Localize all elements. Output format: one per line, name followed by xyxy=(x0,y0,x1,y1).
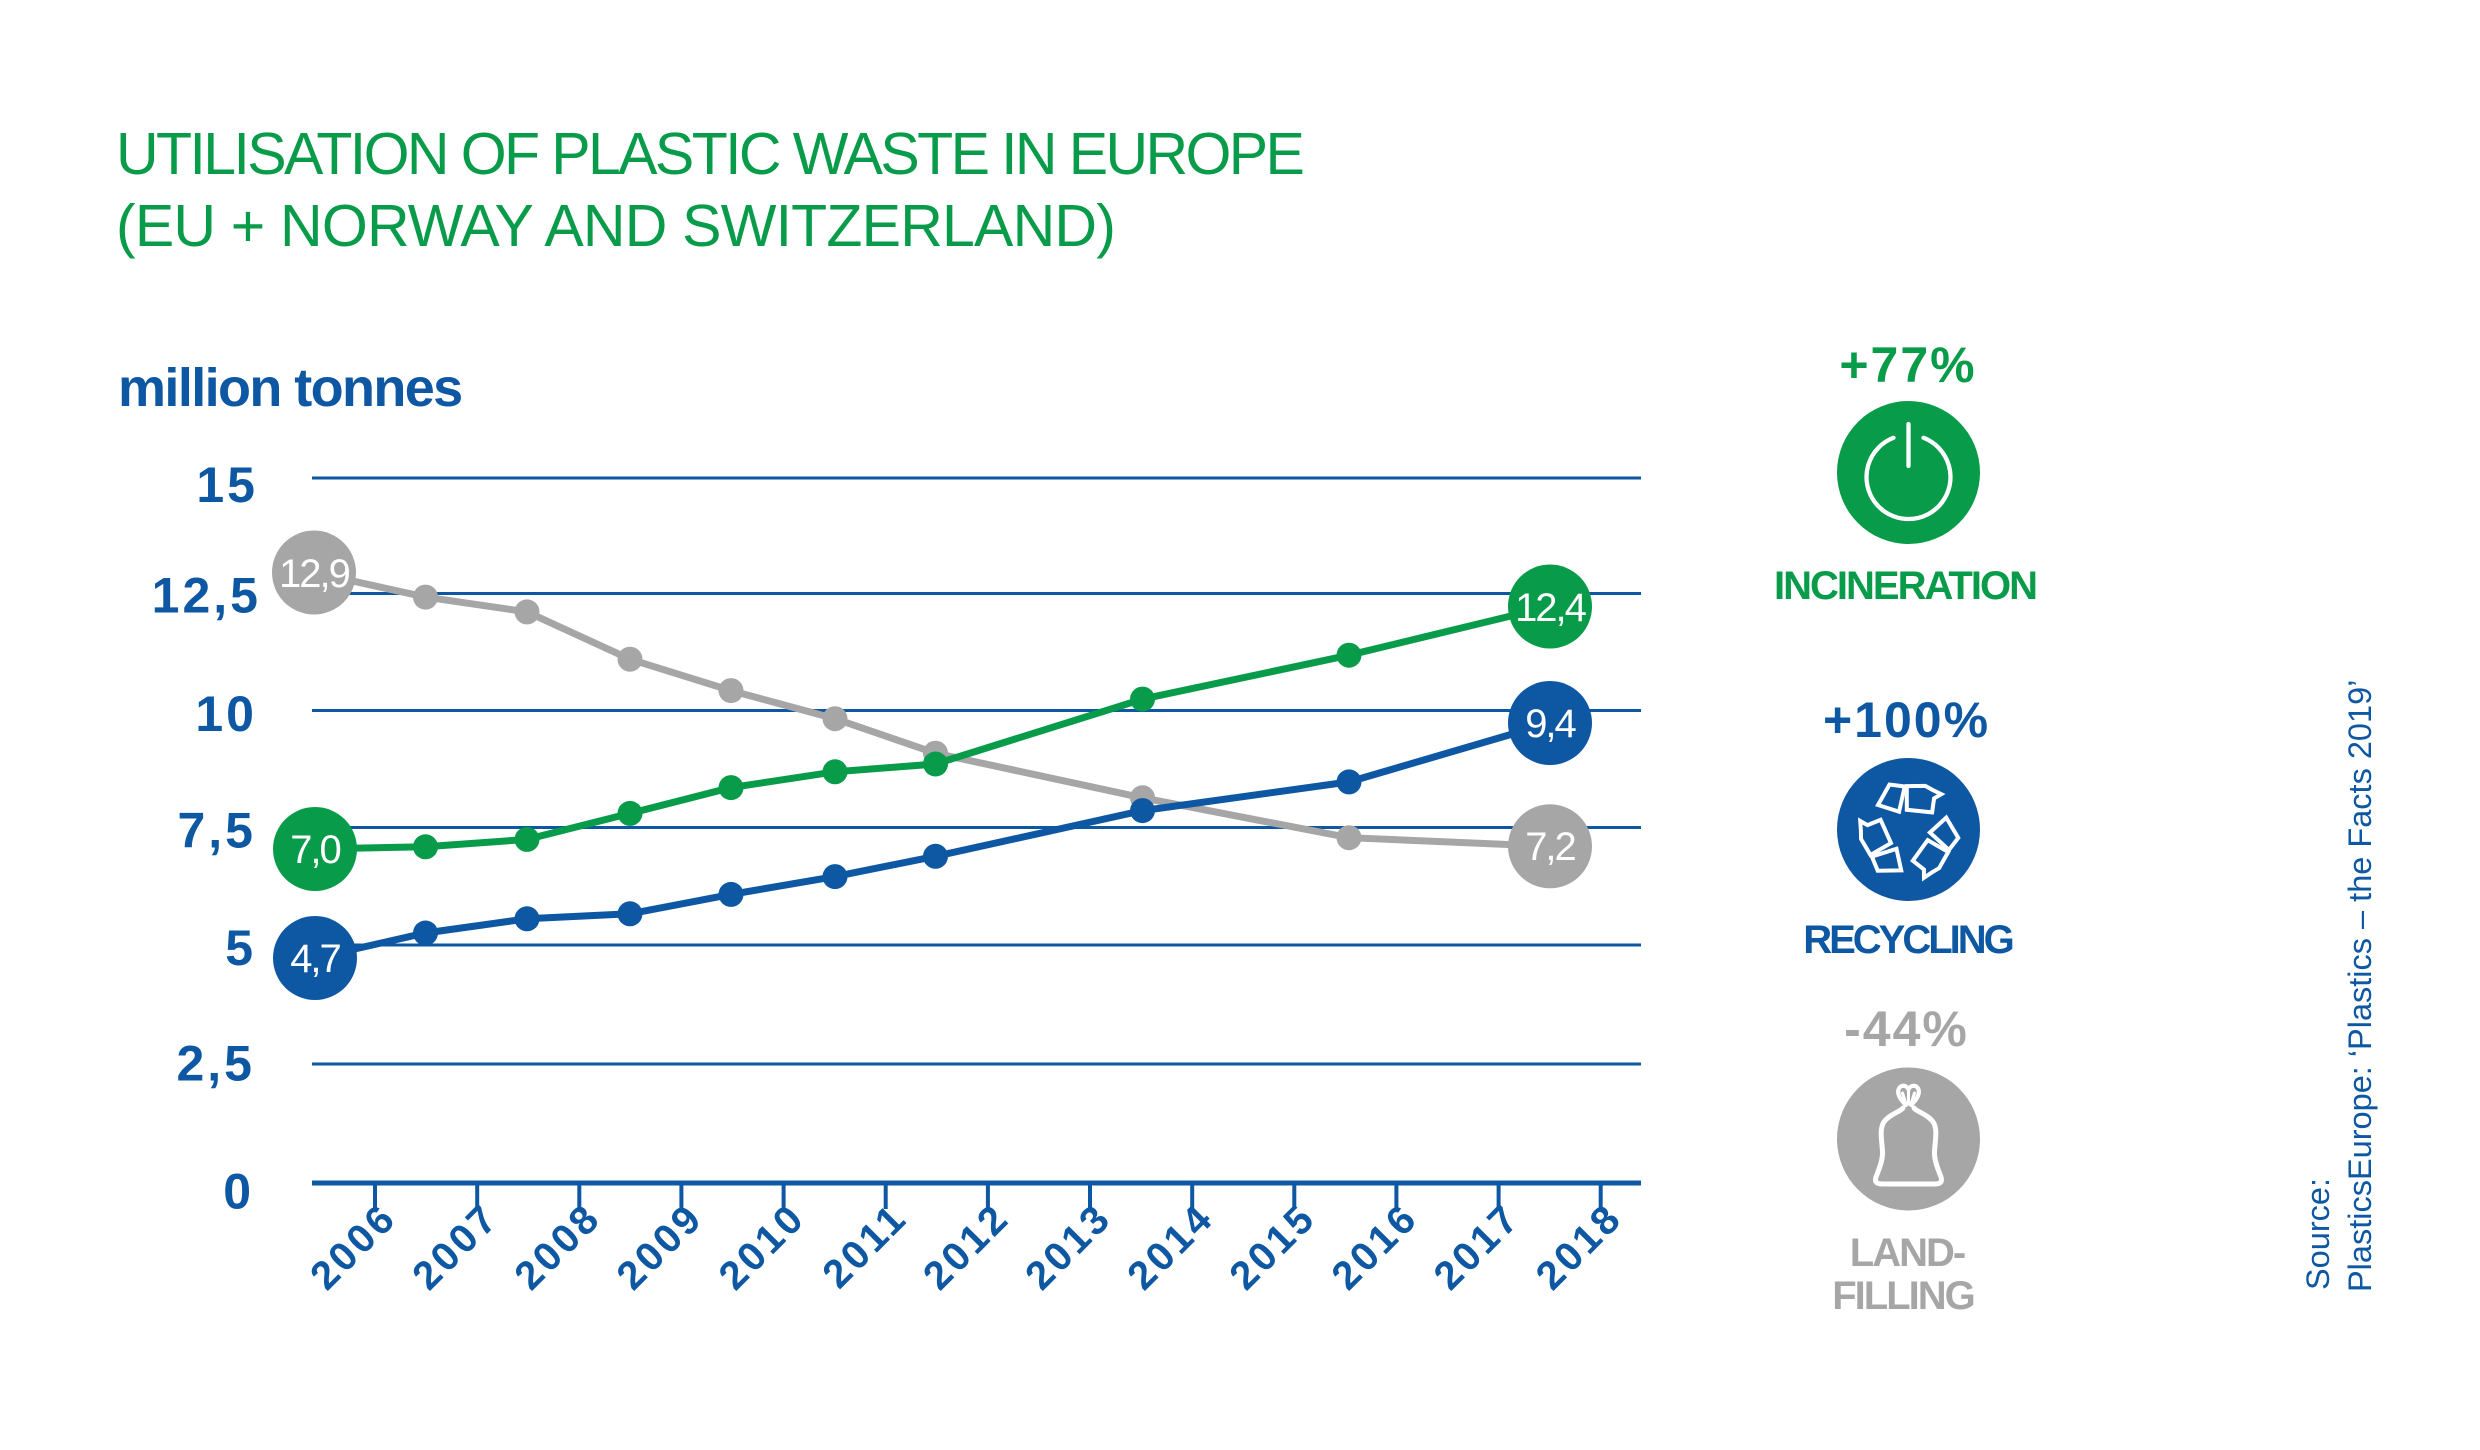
svg-text:2016: 2016 xyxy=(1323,1195,1426,1298)
svg-text:15: 15 xyxy=(196,457,258,513)
svg-text:2018: 2018 xyxy=(1528,1195,1631,1298)
svg-text:7,0: 7,0 xyxy=(290,828,340,872)
svg-text:7,5: 7,5 xyxy=(177,803,256,859)
svg-text:(EU + NORWAY AND SWITZERLAND): (EU + NORWAY AND SWITZERLAND) xyxy=(116,193,1115,259)
svg-text:2015: 2015 xyxy=(1221,1195,1324,1298)
svg-text:0: 0 xyxy=(223,1164,254,1220)
svg-text:10: 10 xyxy=(195,686,257,742)
svg-text:2010: 2010 xyxy=(711,1195,814,1298)
svg-text:2007: 2007 xyxy=(404,1195,507,1298)
svg-text:12,5: 12,5 xyxy=(152,568,261,624)
svg-text:INCINERATION: INCINERATION xyxy=(1774,564,2036,608)
svg-text:7,2: 7,2 xyxy=(1525,825,1575,869)
svg-text:4,7: 4,7 xyxy=(290,937,340,981)
svg-text:2,5: 2,5 xyxy=(176,1036,255,1092)
svg-text:million tonnes: million tonnes xyxy=(118,358,462,418)
svg-text:+100%: +100% xyxy=(1823,692,1990,748)
svg-text:2011: 2011 xyxy=(814,1195,916,1297)
svg-text:2014: 2014 xyxy=(1119,1195,1222,1298)
svg-text:Source:: Source: xyxy=(2300,1178,2336,1290)
svg-text:PlasticsEurope: ‘Plastics – th: PlasticsEurope: ‘Plastics – the Facts 20… xyxy=(2342,680,2378,1292)
svg-text:UTILISATION OF PLASTIC WASTE I: UTILISATION OF PLASTIC WASTE IN EUROPE xyxy=(116,121,1303,187)
svg-text:RECYCLING: RECYCLING xyxy=(1803,918,2012,962)
svg-text:2009: 2009 xyxy=(608,1195,711,1298)
svg-text:2008: 2008 xyxy=(506,1195,609,1298)
svg-text:9,4: 9,4 xyxy=(1525,702,1576,746)
svg-text:FILLING: FILLING xyxy=(1832,1274,1974,1318)
svg-text:LAND-: LAND- xyxy=(1850,1231,1965,1275)
svg-text:12,9: 12,9 xyxy=(279,552,350,596)
svg-text:2006: 2006 xyxy=(302,1195,405,1298)
svg-text:2017: 2017 xyxy=(1426,1195,1529,1298)
svg-text:2013: 2013 xyxy=(1017,1195,1120,1298)
svg-text:5: 5 xyxy=(225,920,256,976)
svg-text:12,4: 12,4 xyxy=(1515,586,1587,630)
svg-text:-44%: -44% xyxy=(1844,1001,1969,1057)
svg-text:+77%: +77% xyxy=(1839,337,1976,393)
svg-text:2012: 2012 xyxy=(915,1195,1018,1298)
